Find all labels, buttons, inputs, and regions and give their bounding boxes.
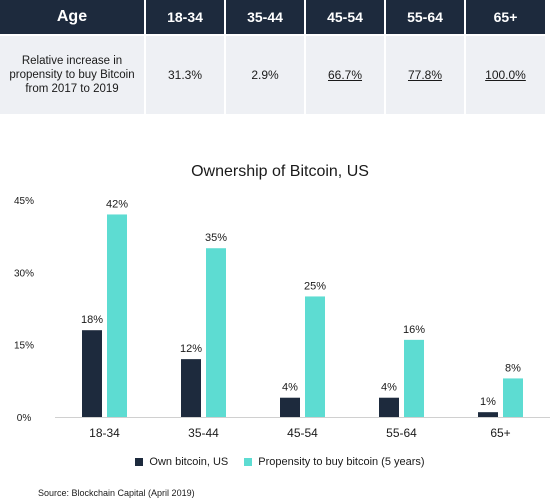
x-tick-label: 45-54 — [287, 426, 318, 440]
legend-item-propensity: Propensity to buy bitcoin (5 years) — [244, 456, 425, 468]
table-header-col: 55-64 — [385, 0, 466, 35]
legend-swatch — [135, 458, 144, 466]
table-cell-value: 2.9% — [251, 68, 279, 82]
chart-title: Ownership of Bitcoin, US — [191, 163, 369, 180]
table-header-col: 45-54 — [305, 0, 386, 35]
bar-propensity — [404, 339, 424, 417]
table-cell: 2.9% — [225, 34, 306, 114]
legend-label: Propensity to buy bitcoin (5 years) — [258, 456, 425, 468]
table-cell: 66.7% — [305, 34, 386, 114]
bar-own — [478, 412, 498, 417]
table-header-col: 18-34 — [145, 0, 226, 35]
bar-own — [82, 330, 102, 417]
y-tick-label: 30% — [14, 268, 34, 279]
x-tick-label: 35-44 — [188, 426, 219, 440]
data-label: 1% — [480, 396, 496, 408]
legend-item-own: Own bitcoin, US — [135, 456, 228, 468]
table-header-age: Age — [0, 0, 146, 35]
source-note: Source: Blockchain Capital (April 2019) — [38, 488, 195, 498]
x-tick-label: 65+ — [490, 426, 510, 440]
bar-propensity — [305, 296, 325, 417]
table-cell: 31.3% — [145, 34, 226, 114]
data-label: 8% — [505, 362, 521, 374]
table-cell-value: 77.8% — [407, 68, 443, 82]
data-label: 4% — [381, 382, 397, 394]
data-label: 18% — [81, 314, 103, 326]
legend-swatch — [244, 458, 253, 466]
y-tick-label: 45% — [14, 196, 34, 207]
y-tick-label: 0% — [17, 413, 32, 424]
table-header-row: Age 18-34 35-44 45-54 55-64 65+ — [0, 0, 545, 35]
table-cell: 77.8% — [385, 34, 466, 114]
y-tick-label: 15% — [14, 341, 34, 352]
bar-propensity — [206, 248, 226, 417]
data-label: 35% — [205, 232, 227, 244]
bar-own — [181, 359, 201, 417]
bar-propensity — [503, 378, 523, 417]
x-tick-label: 55-64 — [386, 426, 417, 440]
chart-legend: Own bitcoin, US Propensity to buy bitcoi… — [0, 456, 560, 468]
data-label: 42% — [106, 198, 128, 210]
legend-label: Own bitcoin, US — [149, 456, 229, 468]
data-label: 16% — [403, 324, 425, 336]
table-cell-value: 100.0% — [485, 68, 526, 82]
table-row-label: Relative increase in propensity to buy B… — [0, 34, 146, 114]
data-label: 12% — [180, 343, 202, 355]
table-cell-value: 66.7% — [327, 68, 363, 82]
bar-chart: 0% 15% 30% 45% 18% 42% 18-34 12% 35% 35-44 4% 25% 45… — [14, 196, 550, 440]
bar-own — [379, 397, 399, 417]
data-label: 4% — [282, 382, 298, 394]
bar-propensity — [107, 214, 127, 417]
x-tick-label: 18-34 — [89, 426, 120, 440]
table-header-col: 35-44 — [225, 0, 306, 35]
age-table: Age 18-34 35-44 45-54 55-64 65+ Relative… — [0, 0, 545, 114]
bar-own — [280, 397, 300, 417]
table-header-col: 65+ — [465, 0, 545, 35]
table-cell-value: 31.3% — [167, 68, 203, 82]
table-cell: 100.0% — [465, 34, 545, 114]
table-row: Relative increase in propensity to buy B… — [0, 34, 545, 114]
data-label: 25% — [304, 280, 326, 292]
